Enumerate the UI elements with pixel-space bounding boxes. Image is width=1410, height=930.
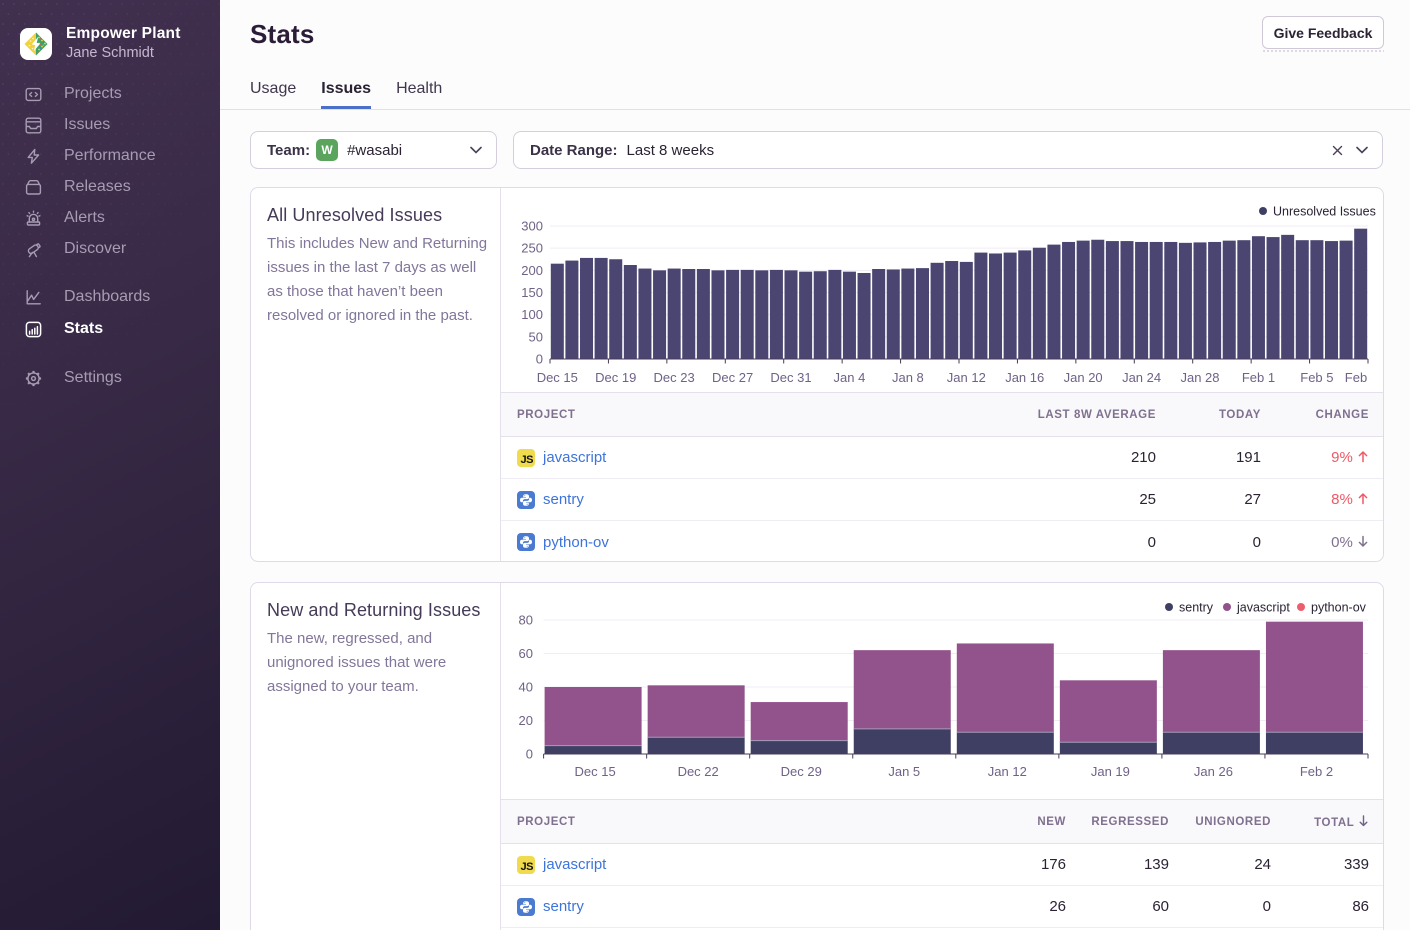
svg-text:80: 80 (519, 613, 533, 628)
svg-text:150: 150 (521, 285, 543, 300)
svg-text:Feb 2: Feb 2 (1300, 764, 1333, 779)
svg-text:Feb 5: Feb 5 (1300, 370, 1333, 385)
svg-text:Jan 8: Jan 8 (892, 370, 924, 385)
svg-text:Jan 5: Jan 5 (888, 764, 920, 779)
svg-text:50: 50 (529, 329, 543, 344)
svg-text:0: 0 (526, 747, 533, 762)
svg-text:Dec 19: Dec 19 (595, 370, 636, 385)
svg-text:100: 100 (521, 307, 543, 322)
svg-text:Jan 16: Jan 16 (1005, 370, 1044, 385)
svg-text:Dec 15: Dec 15 (575, 764, 616, 779)
svg-text:sentry: sentry (1179, 601, 1214, 615)
svg-text:Jan 26: Jan 26 (1194, 764, 1233, 779)
svg-text:Jan 12: Jan 12 (988, 764, 1027, 779)
svg-text:200: 200 (521, 263, 543, 278)
svg-text:40: 40 (519, 680, 533, 695)
svg-text:300: 300 (521, 219, 543, 234)
svg-text:Feb 1: Feb 1 (1242, 370, 1275, 385)
svg-text:Unresolved Issues: Unresolved Issues (1273, 205, 1376, 219)
svg-text:Dec 23: Dec 23 (654, 370, 695, 385)
svg-text:0: 0 (536, 352, 543, 367)
svg-text:Feb: Feb (1345, 370, 1367, 385)
svg-text:Jan 4: Jan 4 (834, 370, 866, 385)
svg-text:Dec 31: Dec 31 (770, 370, 811, 385)
svg-text:20: 20 (519, 713, 533, 728)
svg-text:Dec 15: Dec 15 (537, 370, 578, 385)
svg-text:Dec 27: Dec 27 (712, 370, 753, 385)
svg-text:javascript: javascript (1236, 601, 1290, 615)
svg-text:60: 60 (519, 646, 533, 661)
svg-text:250: 250 (521, 241, 543, 256)
svg-text:Dec 29: Dec 29 (781, 764, 822, 779)
svg-text:Dec 22: Dec 22 (678, 764, 719, 779)
svg-text:python-ov: python-ov (1311, 601, 1367, 615)
svg-text:Jan 19: Jan 19 (1091, 764, 1130, 779)
svg-text:Jan 28: Jan 28 (1180, 370, 1219, 385)
svg-text:Jan 20: Jan 20 (1064, 370, 1103, 385)
svg-text:Jan 24: Jan 24 (1122, 370, 1161, 385)
svg-text:Jan 12: Jan 12 (947, 370, 986, 385)
